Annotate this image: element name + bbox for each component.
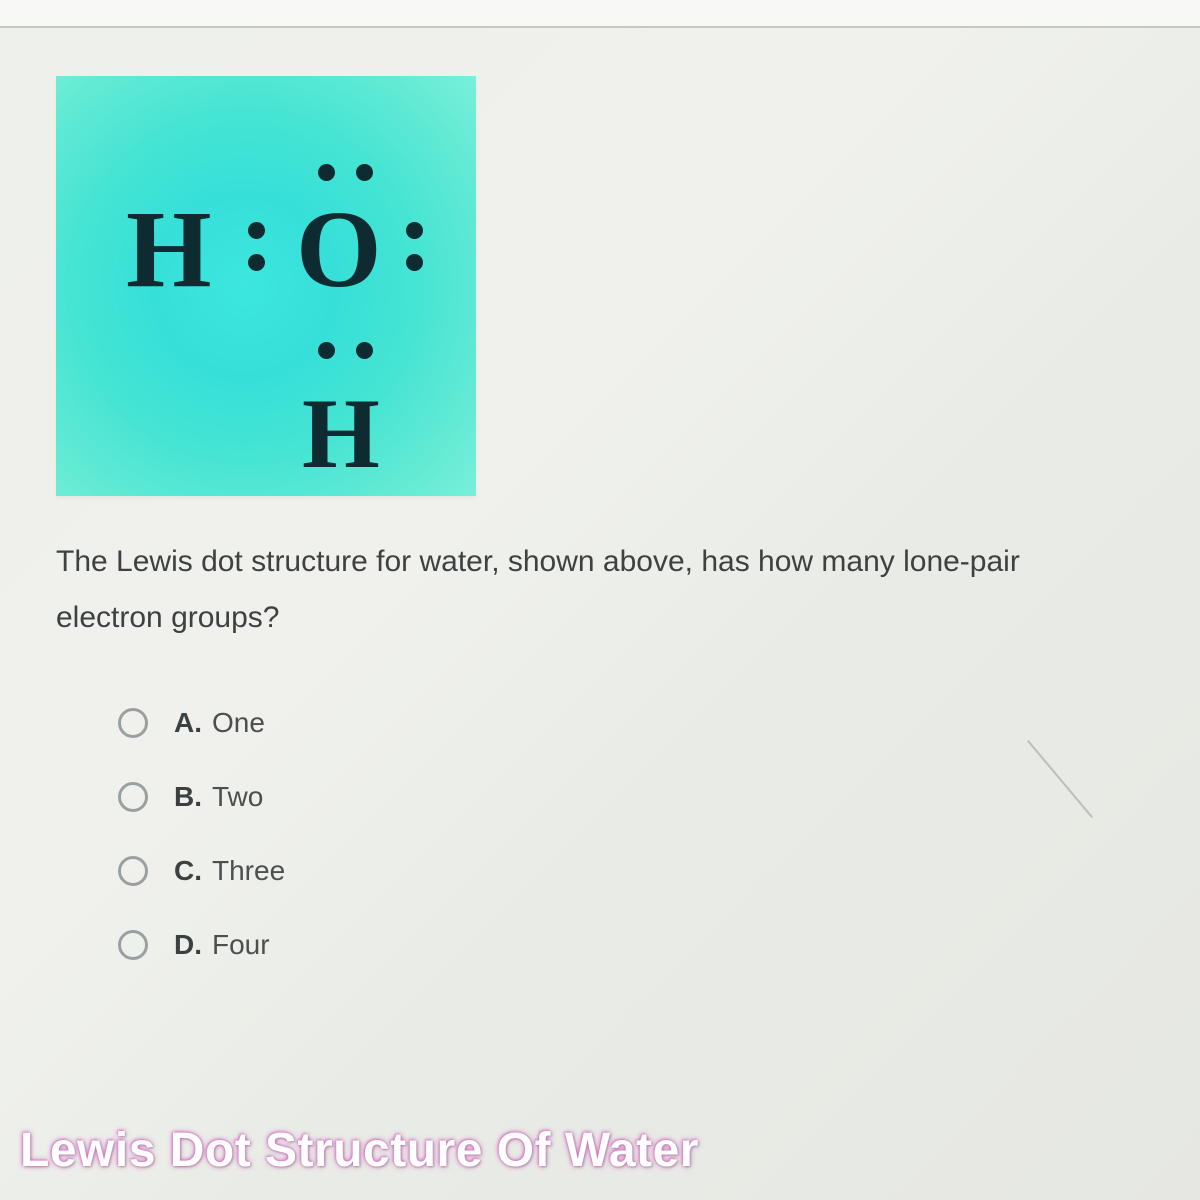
question-line: The Lewis dot structure for water, shown… xyxy=(56,545,1020,578)
question-block: The Lewis dot structure for water, shown… xyxy=(56,534,1106,961)
radio-icon[interactable] xyxy=(118,930,148,960)
question-text: The Lewis dot structure for water, shown… xyxy=(56,534,1106,645)
lone-pair-dot xyxy=(406,222,423,239)
quiz-header-bar xyxy=(0,0,1200,28)
lone-pair-dot xyxy=(356,164,373,181)
caption-overlay: Lewis Dot Structure Of Water xyxy=(20,1123,699,1178)
options-list: A. One B. Two C. Three D. Four xyxy=(56,707,1106,961)
option-d[interactable]: D. Four xyxy=(118,929,1106,961)
option-letter: A. xyxy=(174,707,202,739)
bond-dot xyxy=(248,222,265,239)
option-a[interactable]: A. One xyxy=(118,707,1106,739)
lone-pair-dot xyxy=(406,254,423,271)
option-letter: B. xyxy=(174,781,202,813)
atom-h-left: H xyxy=(126,186,212,313)
lewis-structure: H O H xyxy=(56,76,476,496)
bond-dot xyxy=(318,342,335,359)
lone-pair-dot xyxy=(318,164,335,181)
atom-h-bottom: H xyxy=(302,376,380,491)
option-letter: C. xyxy=(174,855,202,887)
option-b[interactable]: B. Two xyxy=(118,781,1106,813)
option-text: Four xyxy=(212,929,270,961)
lewis-structure-card: H O H xyxy=(56,76,476,496)
question-line: electron groups? xyxy=(56,601,279,634)
option-letter: D. xyxy=(174,929,202,961)
radio-icon[interactable] xyxy=(118,782,148,812)
bond-dot xyxy=(248,254,265,271)
atom-o-center: O xyxy=(296,186,382,313)
content-area: H O H The Lewis dot structure for water,… xyxy=(0,28,1200,961)
radio-icon[interactable] xyxy=(118,856,148,886)
option-c[interactable]: C. Three xyxy=(118,855,1106,887)
radio-icon[interactable] xyxy=(118,708,148,738)
bond-dot xyxy=(356,342,373,359)
option-text: Three xyxy=(212,855,285,887)
option-text: One xyxy=(212,707,265,739)
option-text: Two xyxy=(212,781,263,813)
